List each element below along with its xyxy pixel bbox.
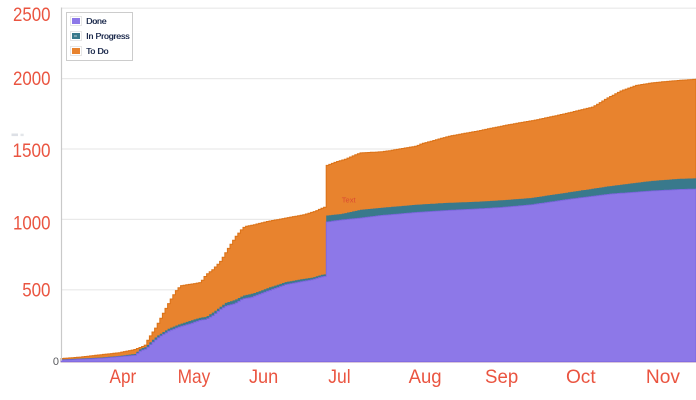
svg-text:Apr: Apr bbox=[110, 366, 137, 388]
svg-text:Oct: Oct bbox=[566, 366, 596, 388]
svg-text:1000: 1000 bbox=[13, 212, 51, 234]
svg-text:Jul: Jul bbox=[328, 366, 350, 388]
svg-text:Aug: Aug bbox=[409, 366, 442, 388]
svg-text:May: May bbox=[178, 366, 211, 388]
svg-text:0: 0 bbox=[53, 356, 59, 368]
svg-text:2500: 2500 bbox=[13, 4, 51, 26]
svg-text:1500: 1500 bbox=[13, 140, 51, 162]
svg-text:Sep: Sep bbox=[485, 366, 518, 388]
svg-text:Nov: Nov bbox=[646, 366, 680, 388]
svg-text:500: 500 bbox=[22, 280, 50, 302]
svg-text:2000: 2000 bbox=[13, 68, 51, 90]
svg-text:Text: Text bbox=[342, 196, 357, 205]
svg-text:Jun: Jun bbox=[249, 366, 278, 388]
